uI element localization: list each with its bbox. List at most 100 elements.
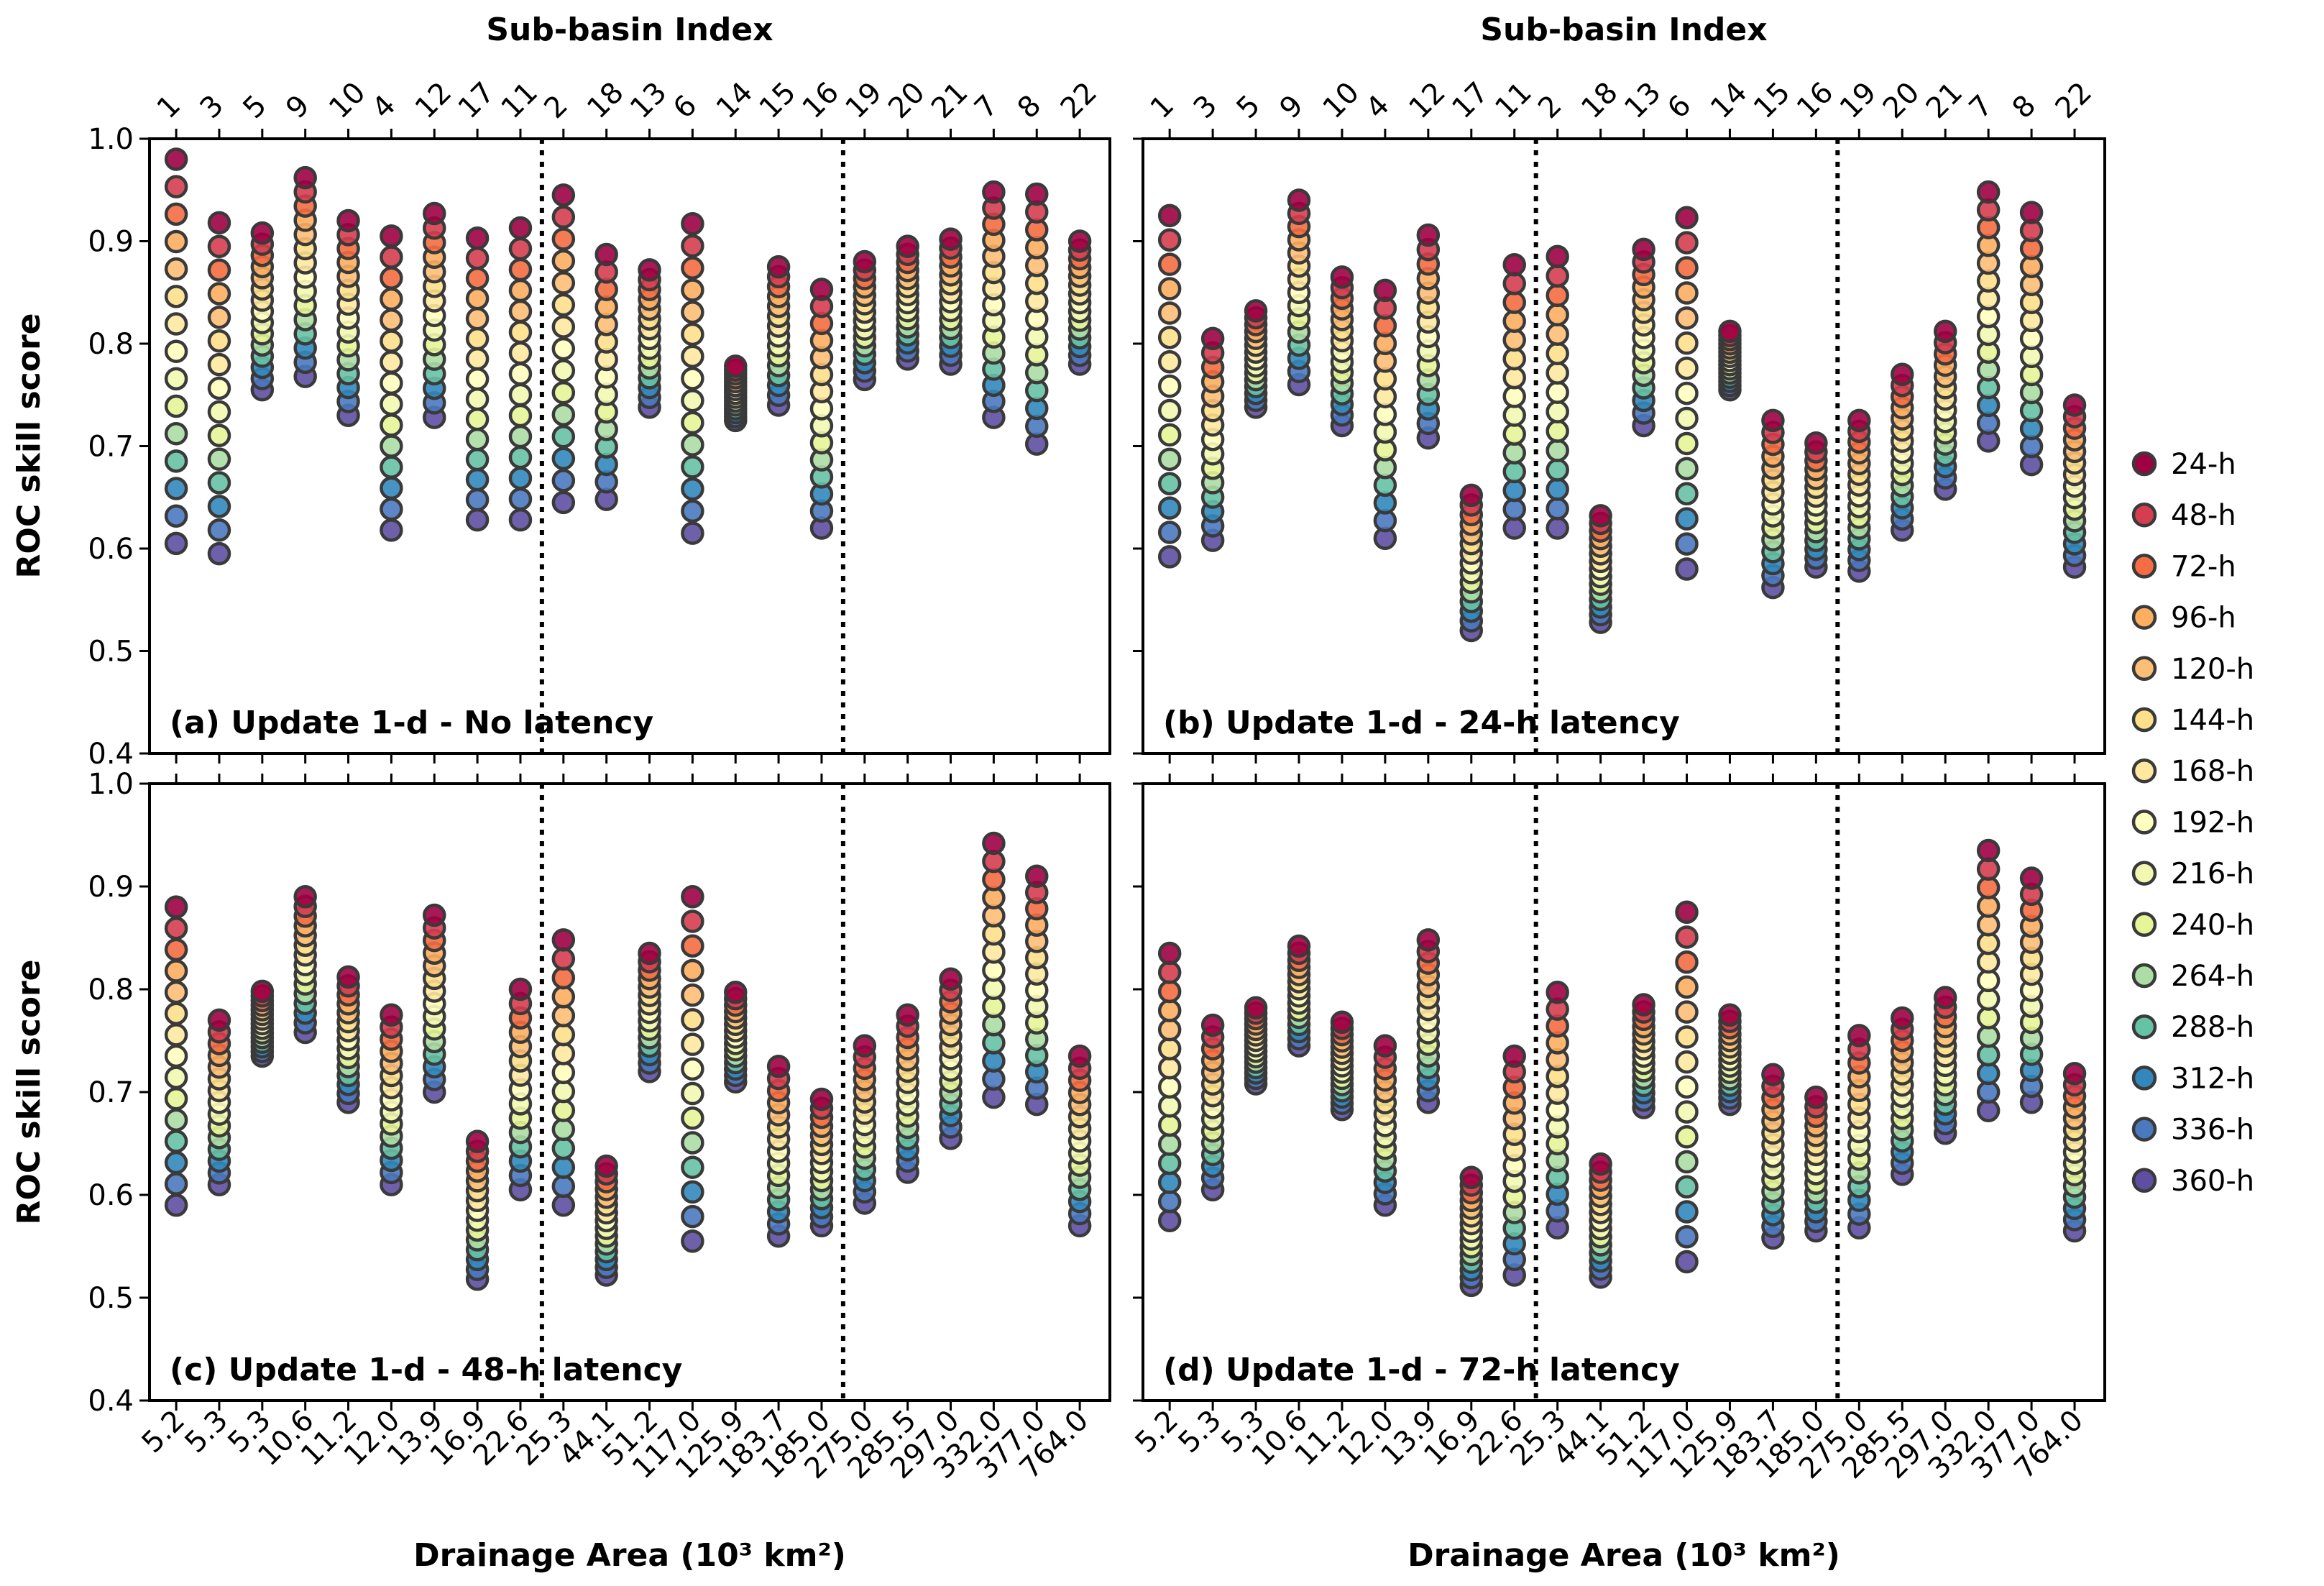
data-point: [1675, 1250, 1699, 1274]
legend-marker: [2131, 451, 2157, 477]
data-point: [508, 487, 533, 511]
y-tick-label: 0.7: [88, 431, 134, 464]
data-point: [164, 285, 188, 308]
sub-basin-tick-label: 8: [2006, 89, 2043, 126]
data-point: [939, 967, 963, 991]
data-point: [293, 165, 317, 190]
data-point: [1067, 1044, 1092, 1068]
y-tick-label: 0.6: [88, 1179, 134, 1212]
data-point: [1157, 1056, 1182, 1080]
data-point: [465, 367, 490, 391]
data-point: [207, 423, 231, 447]
data-point: [1330, 265, 1354, 289]
y-tick-label: 0.5: [88, 1282, 134, 1315]
data-point: [207, 258, 231, 282]
data-point: [853, 1034, 877, 1058]
data-point: [1804, 1085, 1828, 1109]
data-point: [164, 202, 188, 226]
data-point: [465, 306, 490, 331]
data-point: [1545, 497, 1569, 521]
legend-label: 360-h: [2171, 1165, 2254, 1198]
data-point: [681, 477, 704, 501]
data-point: [207, 1008, 231, 1032]
data-point: [380, 329, 403, 353]
y-tick-label: 0.9: [88, 871, 134, 904]
data-point: [1675, 1100, 1699, 1124]
data-point: [681, 322, 704, 347]
data-point: [2019, 201, 2044, 224]
top-axis-title: Sub-basin Index: [1480, 12, 1767, 48]
data-point: [551, 183, 576, 207]
data-point: [1157, 941, 1182, 966]
data-point: [508, 382, 533, 407]
data-point: [1024, 864, 1049, 888]
data-point: [465, 508, 490, 532]
data-point: [681, 1081, 704, 1106]
data-point: [1330, 1010, 1354, 1035]
data-point: [1502, 422, 1526, 446]
y-tick-label: 0.9: [88, 226, 134, 259]
data-point: [1675, 431, 1699, 456]
data-point: [1157, 1094, 1182, 1118]
data-point: [465, 246, 490, 270]
data-point: [551, 271, 576, 295]
sub-basin-tick-label: 17: [1446, 76, 1495, 126]
data-point: [1157, 277, 1182, 301]
data-point: [293, 885, 317, 909]
data-point: [551, 490, 576, 515]
data-point: [164, 1108, 188, 1132]
sub-basin-tick-label: 16: [1791, 76, 1840, 126]
data-point: [508, 320, 533, 344]
data-point: [1067, 229, 1092, 253]
sub-basin-tick-label: 22: [2049, 76, 2099, 126]
data-point: [1502, 385, 1526, 408]
legend-marker: [2131, 554, 2157, 579]
sub-basin-tick-label: 6: [1661, 89, 1698, 126]
y-tick-label: 1.0: [88, 768, 134, 801]
data-point: [207, 495, 231, 518]
data-point: [551, 293, 576, 317]
data-point: [896, 1003, 919, 1027]
data-point: [380, 413, 403, 437]
sub-basin-tick-label: 10: [323, 76, 372, 126]
data-point: [164, 257, 188, 281]
data-point: [1502, 328, 1526, 352]
data-point: [551, 227, 576, 251]
data-point: [1675, 1224, 1699, 1249]
data-point: [551, 425, 576, 449]
data-point: [1675, 1050, 1699, 1074]
legend-marker: [2131, 810, 2157, 835]
data-point: [1545, 283, 1569, 308]
sub-basin-tick-label: 15: [1747, 76, 1797, 126]
data-point: [1502, 309, 1526, 334]
data-point: [465, 1129, 490, 1153]
data-point: [1675, 457, 1699, 481]
data-point: [551, 1060, 576, 1085]
points-group: [1157, 180, 2087, 643]
data-point: [164, 421, 188, 446]
data-point: [681, 958, 704, 983]
legend-label: 288-h: [2171, 1011, 2254, 1044]
legend-label: 96-h: [2171, 602, 2236, 635]
data-point: [681, 388, 704, 413]
data-point: [1157, 423, 1182, 447]
data-point: [1545, 244, 1569, 269]
data-point: [1157, 1132, 1182, 1156]
data-point: [551, 1022, 576, 1047]
points-group: [164, 831, 1092, 1291]
data-point: [1502, 441, 1526, 465]
data-point: [207, 211, 231, 235]
sub-basin-tick-label: 21: [925, 76, 975, 126]
data-point: [1244, 299, 1268, 323]
sub-basin-tick-label: 18: [1575, 76, 1625, 126]
data-point: [164, 367, 188, 391]
data-point: [551, 249, 576, 273]
y-tick-label: 0.7: [88, 1076, 134, 1109]
data-point: [1675, 975, 1699, 999]
data-point: [1545, 439, 1569, 462]
data-point: [1157, 545, 1182, 569]
data-point: [1675, 281, 1699, 305]
sub-basin-tick-label: 5: [1231, 89, 1267, 126]
data-point: [1502, 365, 1526, 390]
data-point: [380, 518, 403, 542]
